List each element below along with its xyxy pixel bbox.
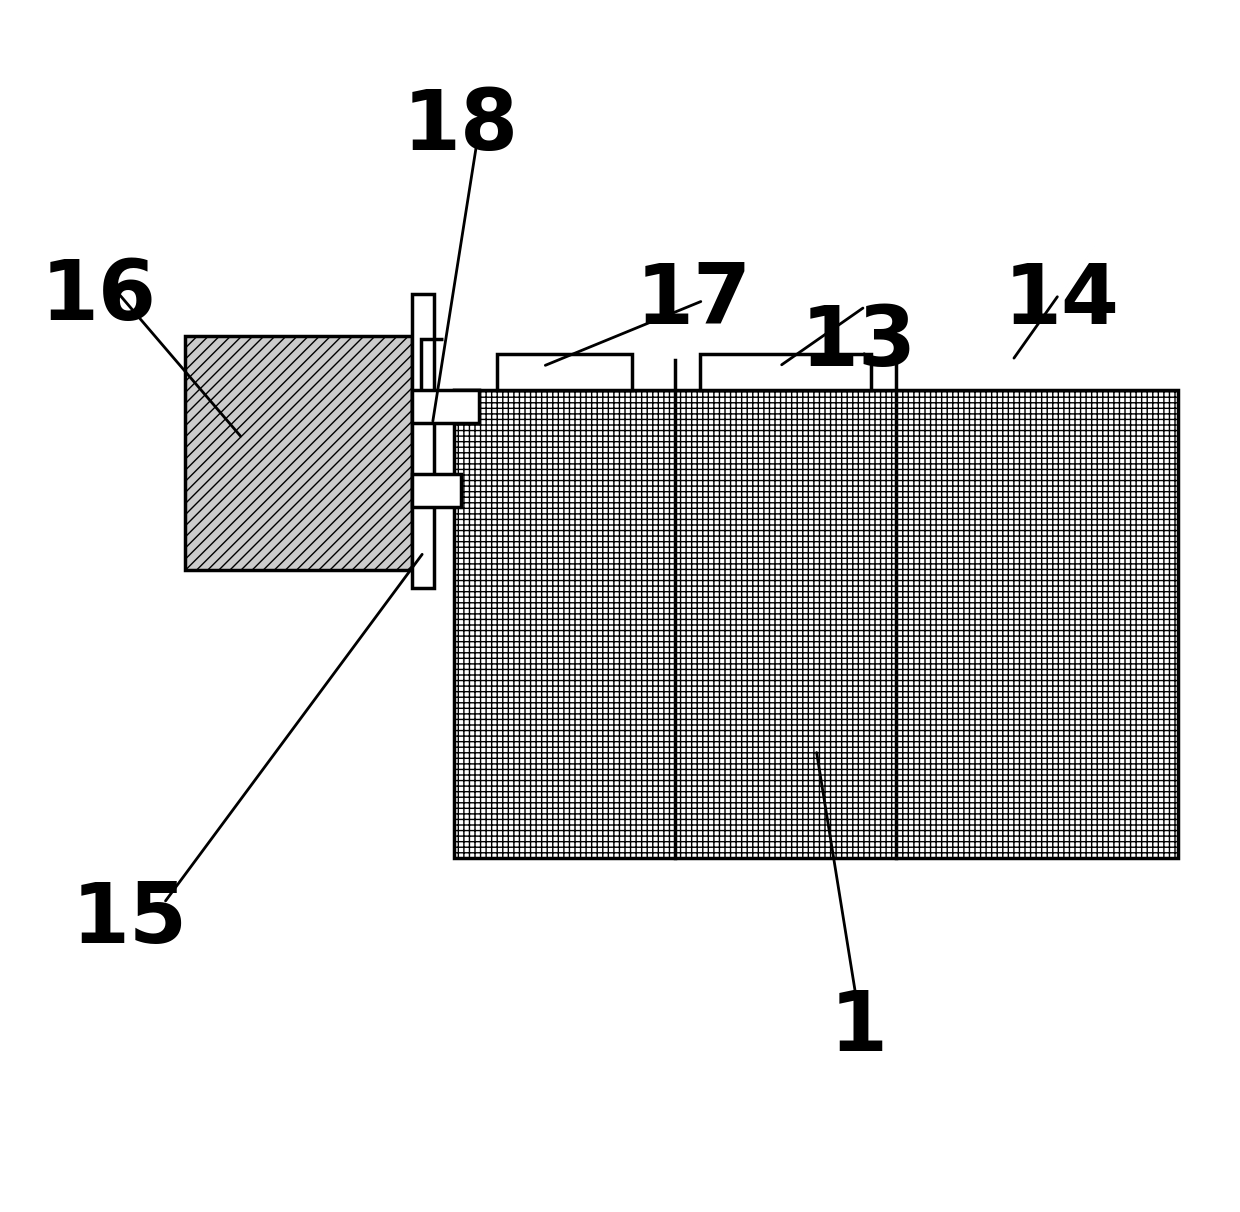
Bar — [455, 390, 1178, 858]
Bar — [412, 390, 479, 423]
Text: 1: 1 — [830, 988, 888, 1068]
Bar — [497, 354, 632, 390]
Text: 16: 16 — [41, 257, 157, 337]
Bar — [185, 337, 412, 570]
Text: 18: 18 — [403, 86, 518, 167]
Bar — [412, 474, 460, 507]
Text: 13: 13 — [801, 302, 918, 383]
Text: 17: 17 — [636, 261, 751, 341]
Text: 15: 15 — [72, 880, 187, 960]
Bar — [699, 354, 872, 390]
Bar — [412, 295, 434, 588]
Text: 14: 14 — [1003, 261, 1120, 341]
